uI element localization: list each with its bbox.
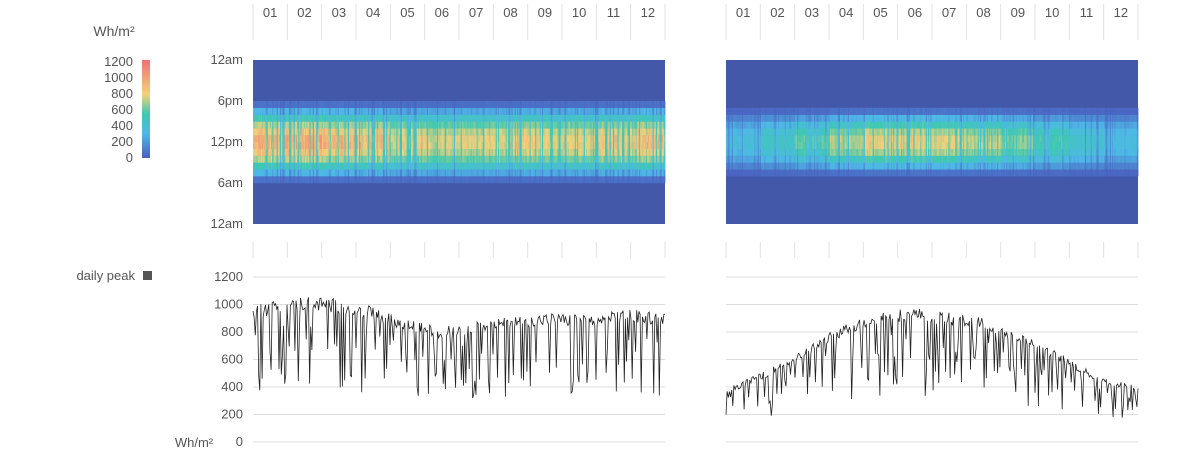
month-label: 11 <box>607 5 621 20</box>
heatmap-cell <box>664 142 666 149</box>
month-label: 10 <box>1045 5 1059 20</box>
month-label: 06 <box>908 5 922 20</box>
month-label: 04 <box>839 5 853 20</box>
month-label: 09 <box>538 5 552 20</box>
month-label: 05 <box>873 5 887 20</box>
month-label: 07 <box>469 5 483 20</box>
month-label: 07 <box>942 5 956 20</box>
color-scale-tick: 400 <box>111 118 133 133</box>
color-scale-tick: 800 <box>111 86 133 101</box>
heatmap-cell <box>664 101 666 108</box>
color-scale-tick: 600 <box>111 102 133 117</box>
heatmap-cell <box>664 122 666 129</box>
color-scale-tick: 0 <box>126 150 133 165</box>
heatmap-cell <box>664 169 666 176</box>
unit-label-top: Wh/m² <box>93 23 135 39</box>
heatmap-cell <box>664 128 666 135</box>
month-label: 06 <box>435 5 449 20</box>
color-scale-bar <box>142 60 150 158</box>
month-label: 12 <box>641 5 655 20</box>
month-label: 04 <box>366 5 380 20</box>
right-month-axis: 01 02 03 04 05 06 07 08 09 10 11 12 <box>726 4 1138 40</box>
month-label: 08 <box>976 5 990 20</box>
daily-peak-label: daily peak <box>76 268 135 283</box>
month-label: 10 <box>572 5 586 20</box>
unit-label-bottom: Wh/m² <box>175 435 214 450</box>
month-label: 01 <box>736 5 750 20</box>
month-label: 01 <box>263 5 277 20</box>
heatmap-cell <box>664 108 666 115</box>
month-label: 12 <box>1114 5 1128 20</box>
left-month-axis: 01 02 03 04 05 06 07 08 09 10 11 12 <box>253 4 665 40</box>
month-label: 09 <box>1011 5 1025 20</box>
month-label: 03 <box>332 5 346 20</box>
color-scale-tick: 1200 <box>104 54 133 69</box>
month-label: 02 <box>770 5 784 20</box>
color-scale-tick: 200 <box>111 134 133 149</box>
heatmap-cell <box>664 135 666 142</box>
month-label: 03 <box>805 5 819 20</box>
right-heatmap <box>726 60 1138 224</box>
heatmap-cell <box>664 149 666 156</box>
left-heatmap <box>253 60 665 224</box>
heatmap-cell <box>664 176 666 183</box>
heatmap-cell <box>664 156 666 163</box>
month-label: 08 <box>503 5 517 20</box>
month-label: 05 <box>400 5 414 20</box>
month-label: 02 <box>297 5 311 20</box>
daily-peak-swatch <box>143 271 152 280</box>
heatmap-cell <box>664 115 666 122</box>
color-scale-tick: 1000 <box>104 70 133 85</box>
heatmap-cell <box>664 163 666 170</box>
month-label: 11 <box>1080 5 1094 20</box>
